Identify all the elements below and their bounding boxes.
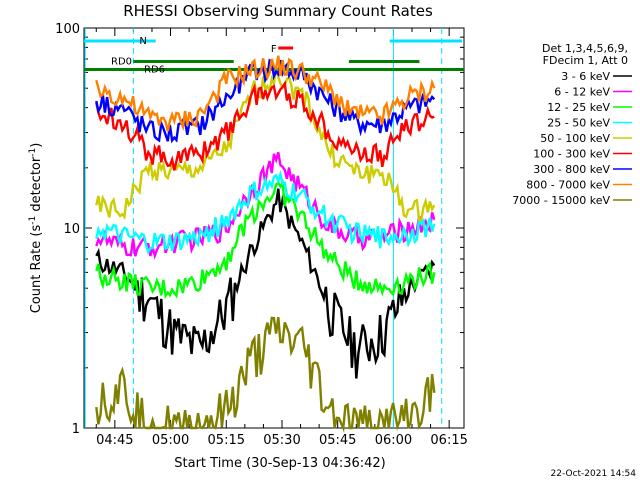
legend: Det 1,3,4,5,6,9, FDecim 1, Att 0 3 - 6 k… [512,42,632,207]
legend-label-7: 800 - 7000 keV [526,179,610,192]
x-tick-label: 04:45 [96,433,133,448]
series-line-2 [95,178,436,300]
series-line-4 [95,66,436,222]
legend-label-2: 12 - 25 keV [547,101,610,114]
series-line-5 [95,80,435,171]
x-tick-label: 06:15 [430,433,467,448]
legend-header-line-1: Det 1,3,4,5,6,9, [542,42,628,55]
x-tick-label: 05:00 [152,433,189,448]
y-tick-label: 1 [72,422,80,437]
series-line-7 [95,55,436,132]
night-label: N [139,36,146,47]
x-tick-label: 05:45 [319,433,356,448]
legend-label-3: 25 - 50 keV [547,117,610,130]
x-tick-label: 06:00 [375,433,412,448]
series-line-3 [95,169,436,255]
legend-label-6: 300 - 800 keV [533,163,610,176]
x-tick-label: 05:15 [208,433,245,448]
y-axis-label: Count Rate (s-1 detector-1) [28,143,44,314]
legend-label-8: 7000 - 15000 keV [512,194,610,207]
x-axis-label: Start Time (30-Sep-13 04:36:42) [174,456,385,471]
rd6-label: RD6 [144,65,165,76]
footer-date: 22-Oct-2021 14:54 [551,469,637,479]
series-line-8 [95,316,436,433]
legend-label-5: 100 - 300 keV [533,148,610,161]
x-tick-label: 05:30 [263,433,300,448]
chart-title: RHESSI Observing Summary Count Rates [123,2,433,20]
plot-area: 1 10 100 04:45 05:00 05:15 05:30 05:45 06:00 06:1… [55,22,468,448]
series-line-0 [95,188,436,379]
legend-label-1: 6 - 12 keV [554,86,610,99]
y-tick-label: 10 [63,222,80,237]
legend-header-line-2: FDecim 1, Att 0 [543,54,628,67]
flare-label: F [271,44,277,55]
rd0-label: RD0 [111,56,132,67]
legend-label-4: 50 - 100 keV [540,132,610,145]
legend-label-0: 3 - 6 keV [561,70,610,83]
y-tick-label: 100 [55,22,80,37]
